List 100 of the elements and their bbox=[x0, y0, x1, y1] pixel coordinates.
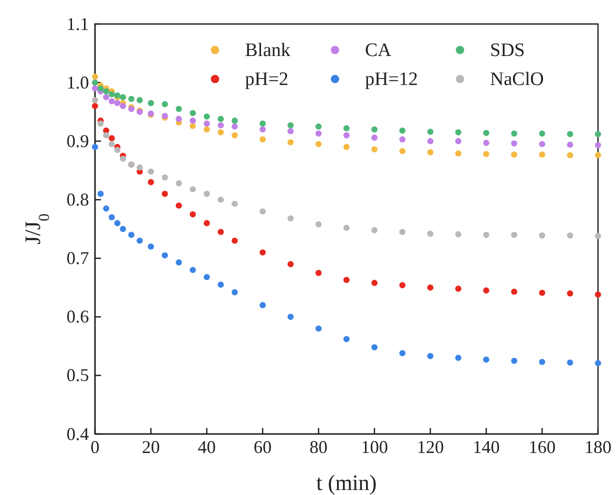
x-tick-label: 0 bbox=[90, 436, 100, 457]
point bbox=[315, 270, 322, 276]
point bbox=[455, 138, 462, 144]
point bbox=[103, 94, 110, 100]
point bbox=[120, 94, 126, 100]
point bbox=[204, 126, 210, 133]
point bbox=[594, 232, 602, 240]
point bbox=[371, 227, 378, 234]
point bbox=[455, 150, 462, 157]
point bbox=[343, 125, 350, 132]
point bbox=[120, 226, 126, 232]
y-tick-label: 0.5 bbox=[66, 365, 89, 386]
point bbox=[148, 100, 154, 106]
point bbox=[483, 150, 490, 158]
point bbox=[92, 102, 98, 110]
point bbox=[399, 128, 406, 134]
point bbox=[260, 136, 266, 142]
point bbox=[511, 232, 518, 238]
point bbox=[108, 98, 115, 104]
point bbox=[371, 146, 378, 152]
y-tick-label: 0.4 bbox=[66, 424, 89, 444]
y-tick-label: 0.9 bbox=[66, 130, 89, 151]
point bbox=[511, 130, 518, 137]
point bbox=[288, 314, 294, 320]
point bbox=[108, 140, 115, 148]
point bbox=[218, 116, 224, 122]
point bbox=[136, 164, 143, 171]
point bbox=[218, 282, 224, 288]
point bbox=[108, 91, 115, 98]
point bbox=[190, 266, 196, 274]
point bbox=[108, 214, 115, 220]
point bbox=[288, 261, 294, 268]
point bbox=[232, 200, 238, 207]
point bbox=[594, 360, 602, 366]
legend-label: pH=2 bbox=[245, 69, 288, 90]
point bbox=[204, 120, 210, 127]
point bbox=[315, 123, 322, 130]
point bbox=[120, 102, 126, 110]
point bbox=[371, 134, 378, 141]
point bbox=[204, 190, 210, 197]
x-tick-label: 60 bbox=[254, 436, 272, 457]
x-tick-label: 100 bbox=[360, 436, 388, 457]
point bbox=[511, 288, 518, 295]
point bbox=[427, 149, 434, 156]
point bbox=[176, 116, 182, 122]
x-tick-label: 80 bbox=[310, 436, 328, 457]
point bbox=[120, 156, 126, 162]
point bbox=[483, 232, 490, 238]
point bbox=[539, 130, 546, 137]
point bbox=[399, 136, 406, 142]
point bbox=[288, 215, 294, 222]
point bbox=[103, 132, 110, 138]
point bbox=[136, 238, 143, 244]
point bbox=[232, 118, 238, 124]
y-tick-label: 0.6 bbox=[66, 306, 89, 327]
point bbox=[343, 144, 350, 150]
point bbox=[190, 110, 196, 116]
point bbox=[315, 130, 322, 137]
point bbox=[218, 129, 224, 136]
point bbox=[162, 252, 168, 258]
y-tick-label: 0.8 bbox=[66, 189, 89, 210]
point bbox=[427, 353, 434, 360]
legend-label: pH=12 bbox=[365, 69, 418, 90]
point bbox=[455, 354, 462, 361]
point bbox=[128, 232, 134, 238]
point bbox=[204, 274, 210, 280]
x-tick-label: 140 bbox=[472, 436, 500, 457]
point bbox=[315, 221, 322, 228]
point bbox=[371, 126, 378, 133]
point bbox=[114, 220, 120, 226]
point bbox=[98, 190, 104, 197]
point bbox=[371, 344, 378, 350]
point bbox=[92, 79, 98, 86]
point bbox=[92, 144, 98, 150]
point bbox=[103, 88, 110, 94]
x-tick-label: 120 bbox=[416, 436, 444, 457]
point bbox=[427, 138, 434, 144]
x-tick-label: 40 bbox=[198, 436, 216, 457]
point bbox=[427, 284, 434, 291]
legend-label: NaClO bbox=[490, 69, 544, 90]
point bbox=[343, 276, 350, 284]
point bbox=[162, 190, 168, 197]
point bbox=[260, 302, 266, 308]
point bbox=[511, 358, 518, 364]
point bbox=[483, 130, 490, 136]
point bbox=[148, 243, 154, 250]
point bbox=[343, 132, 350, 138]
point bbox=[232, 289, 238, 296]
point bbox=[288, 122, 294, 128]
point bbox=[399, 148, 406, 154]
point bbox=[162, 101, 168, 108]
point bbox=[539, 232, 546, 239]
point bbox=[539, 358, 546, 366]
point bbox=[483, 140, 490, 146]
point bbox=[511, 152, 518, 158]
point bbox=[427, 230, 434, 237]
point bbox=[190, 118, 196, 124]
y-tick-label: 1.0 bbox=[66, 72, 89, 92]
point bbox=[566, 131, 574, 138]
y-tick-label: 1.1 bbox=[66, 14, 89, 34]
